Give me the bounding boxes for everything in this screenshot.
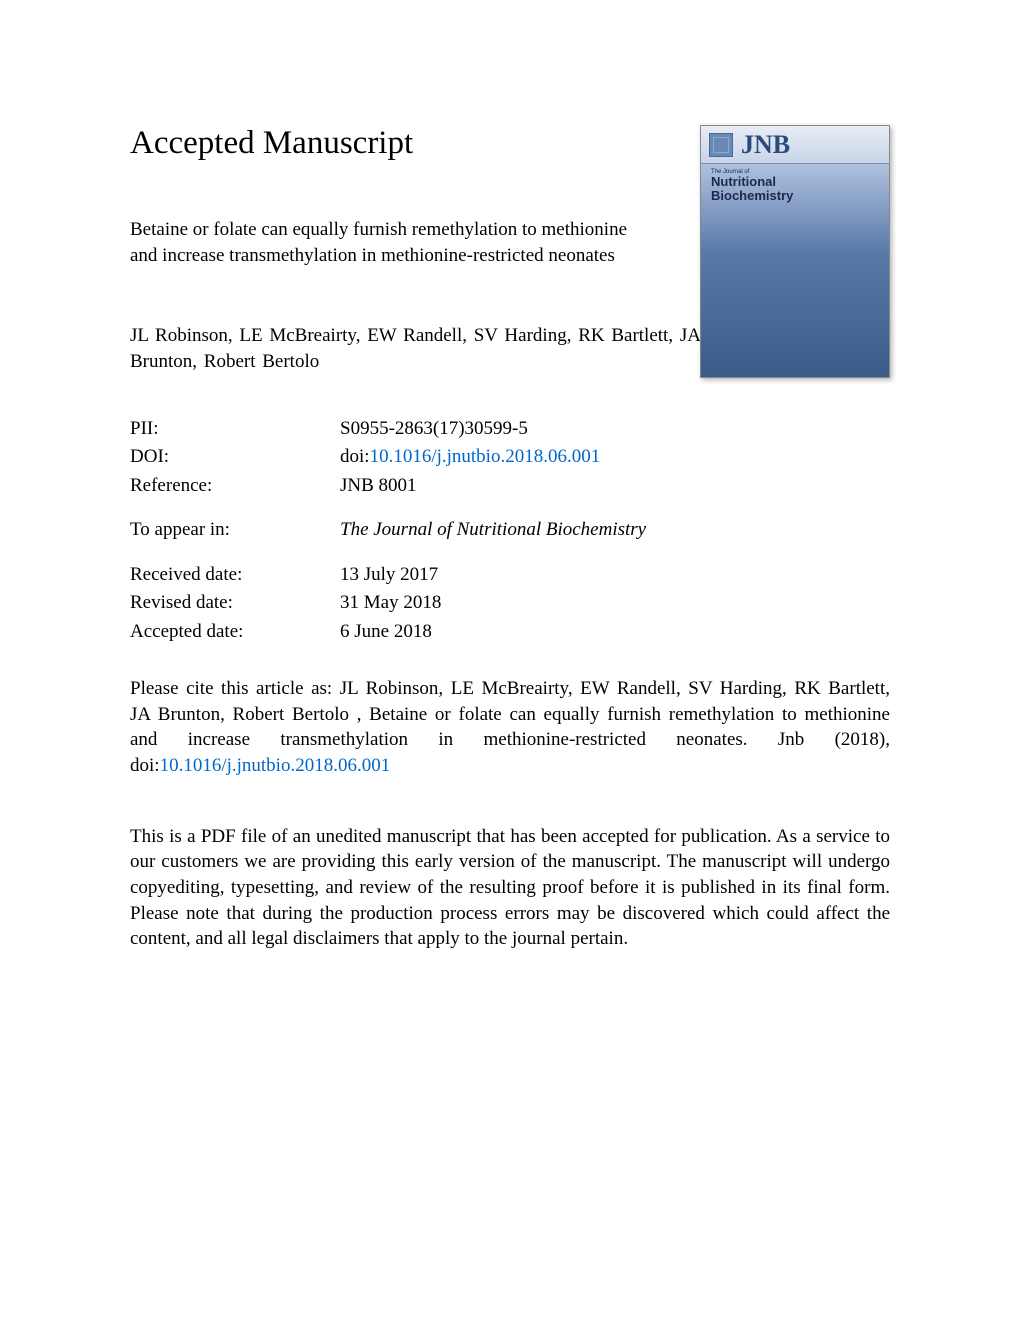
meta-value-received: 13 July 2017	[340, 561, 438, 590]
meta-row-pii: PII: S0955-2863(17)30599-5	[130, 415, 890, 444]
meta-label-accepted: Accepted date:	[130, 618, 340, 647]
meta-row-accepted: Accepted date: 6 June 2018	[130, 618, 890, 647]
meta-row-reference: Reference: JNB 8001	[130, 472, 890, 501]
journal-logo-icon	[709, 133, 733, 157]
journal-abbreviation: JNB	[741, 130, 790, 160]
meta-value-to-appear-in: The Journal of Nutritional Biochemistry	[340, 516, 646, 545]
meta-label-received: Received date:	[130, 561, 340, 590]
metadata-table: PII: S0955-2863(17)30599-5 DOI: doi:10.1…	[130, 415, 890, 647]
meta-value-pii: S0955-2863(17)30599-5	[340, 415, 528, 444]
meta-value-revised: 31 May 2018	[340, 589, 441, 618]
meta-value-accepted: 6 June 2018	[340, 618, 432, 647]
meta-label-reference: Reference:	[130, 472, 340, 501]
meta-label-doi: DOI:	[130, 443, 340, 472]
doi-prefix: doi:	[340, 446, 370, 467]
journal-cover-thumbnail: JNB The Journal of Nutritional Biochemis…	[700, 125, 890, 378]
authors-list: JL Robinson, LE McBreairty, EW Randell, …	[130, 323, 730, 374]
meta-row-received: Received date: 13 July 2017	[130, 561, 890, 590]
journal-name-italic: The Journal of Nutritional Biochemistry	[340, 519, 646, 540]
doi-link[interactable]: 10.1016/j.jnutbio.2018.06.001	[370, 446, 601, 467]
meta-label-pii: PII:	[130, 415, 340, 444]
citation-text: Please cite this article as: JL Robinson…	[130, 676, 890, 779]
meta-row-doi: DOI: doi:10.1016/j.jnutbio.2018.06.001	[130, 443, 890, 472]
cover-title-line2: Biochemistry	[711, 189, 879, 203]
meta-row-to-appear-in: To appear in: The Journal of Nutritional…	[130, 516, 890, 545]
meta-label-to-appear-in: To appear in:	[130, 516, 340, 545]
meta-value-reference: JNB 8001	[340, 472, 417, 501]
article-title: Betaine or folate can equally furnish re…	[130, 217, 650, 268]
citation-doi-link[interactable]: 10.1016/j.jnutbio.2018.06.001	[160, 755, 391, 776]
disclaimer-text: This is a PDF file of an unedited manusc…	[130, 824, 890, 952]
cover-title-line1: Nutritional	[711, 175, 879, 189]
cover-top-bar: JNB	[701, 126, 889, 164]
meta-label-revised: Revised date:	[130, 589, 340, 618]
cover-subtitle-area: The Journal of Nutritional Biochemistry	[701, 164, 889, 209]
meta-row-revised: Revised date: 31 May 2018	[130, 589, 890, 618]
meta-value-doi: doi:10.1016/j.jnutbio.2018.06.001	[340, 443, 600, 472]
